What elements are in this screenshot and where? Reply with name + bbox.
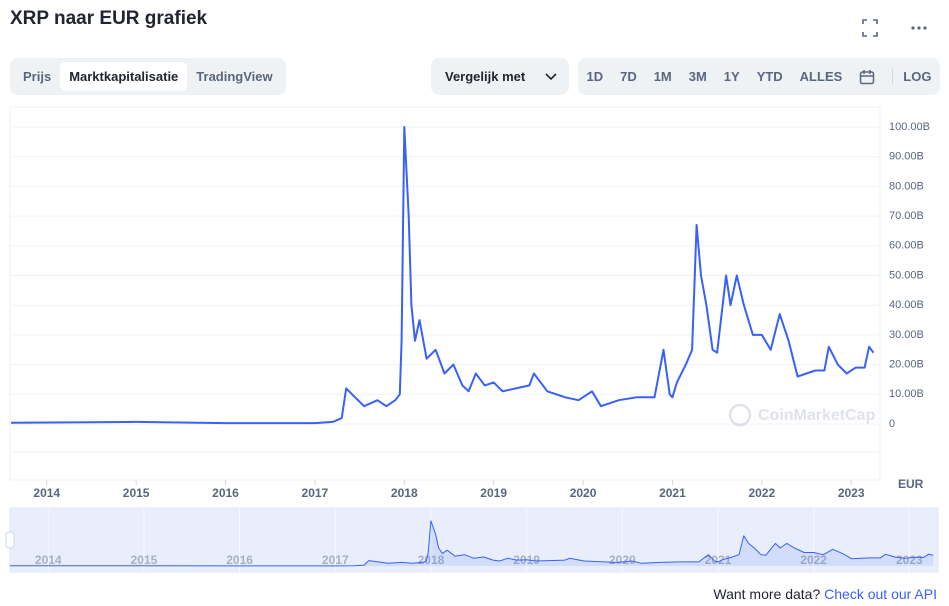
x-tick-label: 2021 [659, 486, 686, 500]
tab[interactable]: Marktkapitalisatie [60, 62, 188, 91]
range-btn[interactable]: 7D [620, 69, 637, 84]
more-icon [923, 26, 927, 30]
x-tick-label: 2015 [123, 486, 150, 500]
more-icon[interactable] [911, 26, 915, 30]
x-tick-label: 2023 [838, 486, 865, 500]
y-tick-label: 30.00B [889, 329, 924, 341]
range-btn[interactable]: 3M [688, 69, 707, 84]
x-tick-label: 2014 [33, 486, 60, 500]
series-line [10, 126, 875, 425]
range-btn[interactable]: ALLES [799, 69, 843, 84]
range-group: 1D 7D 1M 3M 1Y YTD ALLES LOG [578, 58, 940, 95]
page-title: XRP naar EUR grafiek [10, 8, 208, 29]
range-btn[interactable]: YTD [756, 69, 783, 84]
y-tick-label: 20.00B [889, 359, 924, 371]
footer-text: Want more data? [713, 586, 821, 602]
navigator-label: 2017 [322, 553, 349, 567]
log-btn[interactable]: LOG [892, 69, 931, 84]
y-tick-label: 10.00B [889, 388, 924, 400]
fullscreen-icon[interactable] [862, 19, 878, 37]
y-tick-label: 60.00B [889, 240, 924, 252]
watermark-text: CoinMarketCap [758, 407, 876, 424]
y-tick-label: 80.00B [889, 180, 924, 192]
tab-group: Prijs Marktkapitalisatie TradingView [10, 58, 286, 95]
y-tick-label: 90.00B [889, 151, 924, 163]
x-tick-label: 2019 [480, 486, 507, 500]
compare-label: Vergelijk met [445, 69, 526, 84]
range-btn[interactable]: 1Y [723, 69, 740, 84]
navigator-label: 2020 [609, 553, 636, 567]
watermark: CoinMarketCap [728, 403, 876, 427]
api-link[interactable]: Check out our API [824, 586, 937, 602]
range-btn[interactable]: 1D [586, 69, 604, 84]
plot-frame [9, 106, 881, 481]
y-tick-label: 50.00B [889, 269, 924, 281]
footer: Want more data? Check out our API [713, 586, 937, 602]
y-unit: EUR [898, 477, 924, 491]
toolbar-icons [862, 19, 927, 37]
y-tick-label: 100.00B [889, 121, 930, 133]
navigator-line [9, 520, 934, 567]
x-tick-label: 2016 [212, 486, 239, 500]
navigator-label: 2015 [131, 553, 158, 567]
navigator-label: 2022 [800, 553, 827, 567]
x-tick-label: 2022 [748, 486, 775, 500]
navigator-label: 2021 [705, 553, 732, 567]
watermark-logo [728, 403, 752, 427]
x-tick-label: 2018 [391, 486, 418, 500]
range-btn[interactable]: 1M [653, 69, 672, 84]
y-tick-label: 40.00B [889, 299, 924, 311]
navigator-label: 2018 [418, 553, 445, 567]
navigator-label: 2023 [896, 553, 923, 567]
navigator-label: 2014 [35, 553, 62, 567]
x-tick-label: 2020 [570, 486, 597, 500]
tab[interactable]: TradingView [196, 69, 273, 84]
chart: 0 10.00B 20.00B 30.00B 40.00B 50.00B 60.00B 70.… [5, 106, 939, 573]
x-tick-label: 2017 [302, 486, 329, 500]
compare-dropdown[interactable]: Vergelijk met [431, 58, 569, 95]
chevron [545, 72, 557, 80]
navigator-bg [9, 507, 939, 573]
navigator-handle[interactable] [5, 531, 15, 549]
tab[interactable]: Prijs [23, 69, 52, 84]
calendar-icon[interactable] [859, 69, 875, 85]
more-icon [917, 26, 921, 30]
y-tick-label: 70.00B [889, 210, 924, 222]
navigator-label: 2016 [226, 553, 253, 567]
y-tick-label: 0 [889, 418, 895, 430]
